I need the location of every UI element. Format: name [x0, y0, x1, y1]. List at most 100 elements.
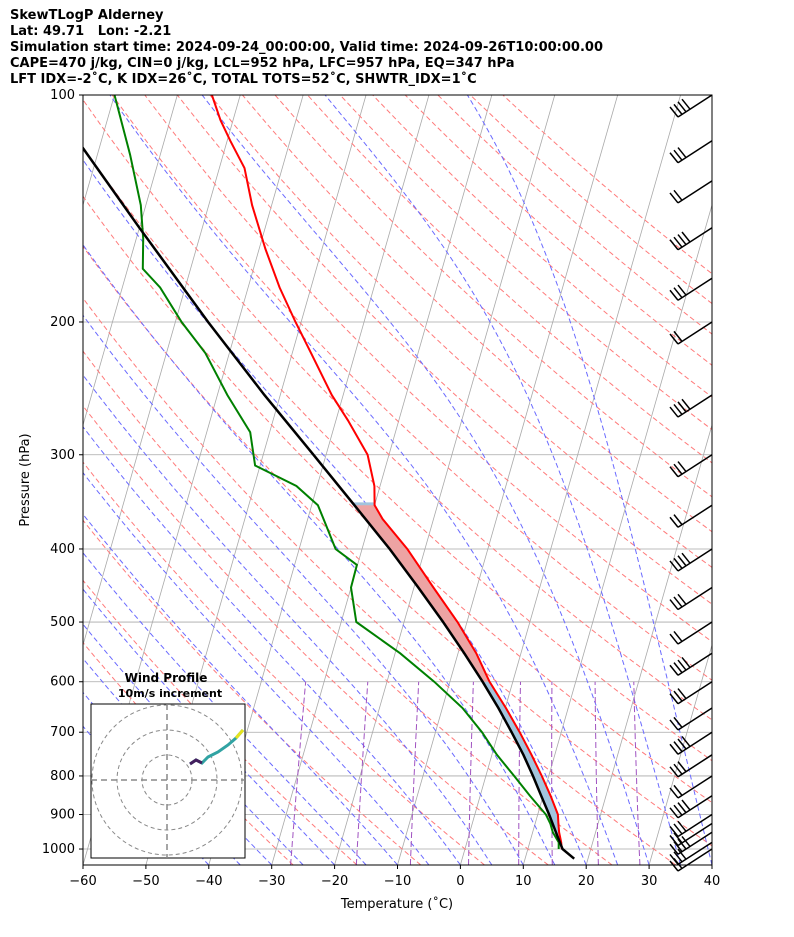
- y-tick-label: 100: [50, 88, 75, 103]
- moist-adiabat: [201, 95, 650, 865]
- x-tick-label: −20: [321, 874, 348, 889]
- dry-adiabat: [404, 95, 712, 366]
- wind-barbs: [669, 94, 713, 872]
- barb-flag: [669, 693, 679, 705]
- barb-staff: [677, 831, 713, 855]
- x-tick-label: −40: [195, 874, 222, 889]
- hodograph-trace-low: [189, 758, 203, 766]
- barb-staff: [677, 227, 713, 251]
- moist-adiabat: [466, 95, 712, 865]
- wind-barb: [669, 277, 713, 301]
- barb-flag: [669, 719, 679, 731]
- moist-adiabat: [83, 588, 335, 865]
- barb-flag: [669, 664, 679, 676]
- barb-staff: [677, 140, 713, 164]
- moist-adiabat: [83, 314, 524, 865]
- hodograph-subtitle: 10m/s increment: [118, 687, 222, 700]
- barb-flag: [677, 688, 687, 700]
- wind-barb: [669, 548, 713, 572]
- barb-flag: [677, 147, 687, 159]
- x-tick-label: 30: [641, 874, 658, 889]
- barb-staff: [677, 454, 713, 478]
- wind-barb: [669, 841, 713, 866]
- y-tick-label: 500: [50, 615, 75, 630]
- moist-adiabat: [83, 471, 430, 865]
- barb-staff: [677, 277, 713, 301]
- barb-flag: [673, 189, 683, 201]
- barb-flag: [669, 406, 679, 418]
- x-tick-label: −60: [69, 874, 96, 889]
- x-tick-label: −30: [258, 874, 285, 889]
- barb-flag: [673, 596, 683, 608]
- barb-flag: [669, 743, 679, 755]
- wind-barb: [669, 681, 713, 705]
- hodograph-title: Wind Profile: [125, 671, 208, 685]
- isotherm: [83, 95, 241, 647]
- barb-flag: [673, 823, 683, 835]
- moist-adiabat: [83, 374, 493, 865]
- barb-flag: [669, 106, 679, 118]
- barb-flag: [669, 560, 679, 572]
- hodograph-plot: [91, 704, 245, 858]
- barb-staff: [677, 822, 713, 847]
- barb-flag: [669, 766, 679, 778]
- wind-barb: [669, 140, 713, 164]
- barb-flag: [673, 403, 683, 415]
- barb-staff: [677, 394, 713, 418]
- wind-barb: [669, 707, 713, 731]
- barb-flag: [677, 593, 687, 605]
- y-tick-label: 300: [50, 448, 75, 463]
- barb-flag: [673, 690, 683, 702]
- mixing-ratio-line: [594, 681, 599, 865]
- barb-staff: [677, 795, 713, 819]
- barb-flag: [669, 289, 679, 301]
- dry-adiabat: [144, 95, 712, 643]
- wind-barb: [669, 775, 713, 799]
- barb-flag: [681, 656, 691, 668]
- mixing-ratio-line: [468, 681, 474, 865]
- mixing-ratio-line: [290, 681, 307, 865]
- wind-barb: [669, 822, 713, 847]
- dry-adiabat: [83, 519, 422, 865]
- mixing-ratio-line: [551, 681, 553, 865]
- barb-staff: [677, 652, 713, 676]
- x-tick-label: −50: [132, 874, 159, 889]
- simulation-time-line: Simulation start time: 2024-09-24_00:00:…: [10, 40, 603, 55]
- dry-adiabat: [83, 641, 294, 865]
- barb-staff: [677, 586, 713, 611]
- barb-flag: [673, 463, 683, 475]
- x-axis-label: Temperature (˚C): [340, 896, 453, 912]
- wind-barb: [669, 586, 713, 611]
- barb-flag: [669, 835, 679, 846]
- barb-flag: [673, 630, 683, 642]
- barb-flag: [681, 799, 691, 811]
- wind-barb: [669, 454, 713, 478]
- barb-flag: [677, 820, 687, 832]
- barb-flag: [673, 784, 683, 796]
- barb-flag: [669, 843, 679, 855]
- cape-area: [352, 502, 560, 835]
- barb-staff: [677, 848, 713, 872]
- isotherm: [648, 643, 712, 865]
- barb-flag: [677, 802, 687, 814]
- stability-indices-line: LFT IDX=-2˚C, K IDX=26˚C, TOTAL TOTS=52˚…: [10, 72, 477, 87]
- barb-flag: [673, 763, 683, 775]
- isotherm: [83, 95, 178, 427]
- dry-adiabat: [339, 95, 712, 431]
- barb-flag: [669, 152, 679, 164]
- dry-adiabat: [83, 297, 677, 865]
- y-tick-label: 400: [50, 542, 75, 557]
- barb-flag: [673, 330, 683, 342]
- barb-flag: [673, 514, 683, 526]
- barb-flag: [681, 552, 691, 564]
- barb-flag: [677, 555, 687, 567]
- barb-flag: [677, 659, 687, 671]
- moist-adiabat: [83, 244, 556, 865]
- dry-adiabat: [176, 95, 712, 605]
- barb-staff: [677, 731, 713, 755]
- barb-staff: [677, 94, 713, 118]
- barb-flag: [669, 787, 679, 799]
- barb-flag: [681, 835, 691, 847]
- convective-params-line: CAPE=470 j/kg, CIN=0 j/kg, LCL=952 hPa, …: [10, 56, 515, 71]
- wind-barb: [669, 94, 713, 118]
